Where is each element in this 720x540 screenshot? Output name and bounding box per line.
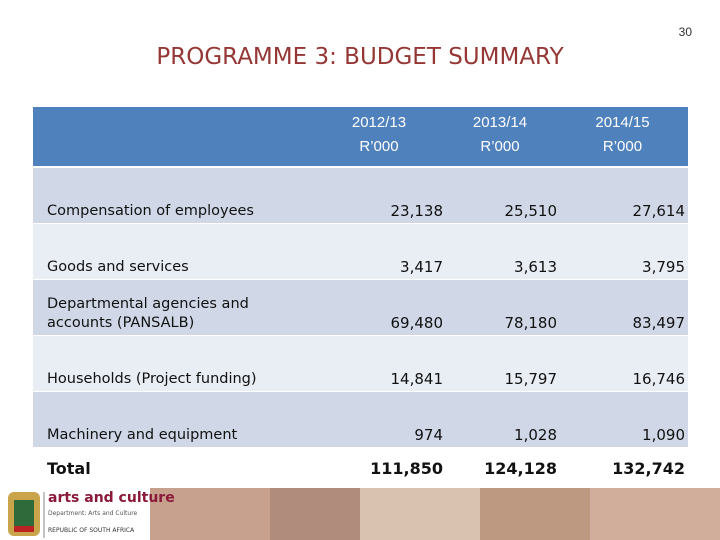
cell-value: 3,613 [514,258,557,276]
header-cell [557,107,688,166]
total-value: 124,128 [484,459,557,478]
photo [590,488,720,540]
header-unit: R’000 [480,138,520,155]
row-label: Compensation of employees [47,203,254,219]
page-number: 30 [678,25,692,39]
header-year: 2013/14 [472,114,528,131]
header-cell [443,107,557,166]
photo [360,488,480,540]
total-label: Total [47,459,91,478]
table-row [33,168,688,223]
cell-value: 3,417 [400,258,443,276]
cell-value: 974 [414,426,443,444]
department: Department: Arts and Culture [48,510,138,517]
emblem-base [14,526,34,532]
photo [270,488,360,540]
cell-value: 14,841 [390,370,444,388]
table-row [33,336,688,391]
table-row [33,280,688,335]
header-unit: R’000 [359,138,399,155]
cell-value: 69,480 [390,314,444,332]
cell-value: 3,795 [642,258,685,276]
table-row [33,224,688,279]
total-value: 132,742 [612,459,685,478]
cell-value: 1,028 [514,426,557,444]
slide-title: PROGRAMME 3: BUDGET SUMMARY [156,44,564,70]
cell-value: 1,090 [642,426,685,444]
header-year: 2012/13 [351,114,407,131]
table-row [33,392,688,447]
cell-value: 15,797 [504,370,558,388]
cell-value: 25,510 [504,202,558,220]
cell-value: 27,614 [632,202,686,220]
photo [480,488,590,540]
row-label: Households (Project funding) [47,371,257,387]
cell-value: 83,497 [632,314,686,332]
row-label: Machinery and equipment [47,427,238,443]
row-label: Departmental agencies and accounts (PANS… [47,296,249,331]
brand: arts and culture [48,490,175,506]
header-unit: R’000 [602,138,643,155]
row-label: Goods and services [47,259,189,275]
emblem-shield [14,500,34,526]
header-blank [33,107,315,166]
footer-graphics [8,488,720,540]
cell-value: 23,138 [390,202,444,220]
header-year: 2014/15 [595,114,650,131]
photo [150,488,270,540]
cell-value: 16,746 [632,370,686,388]
total-value: 111,850 [370,459,443,478]
header-cell [315,107,443,166]
country: REPUBLIC OF SOUTH AFRICA [48,527,135,534]
cell-value: 78,180 [504,314,558,332]
